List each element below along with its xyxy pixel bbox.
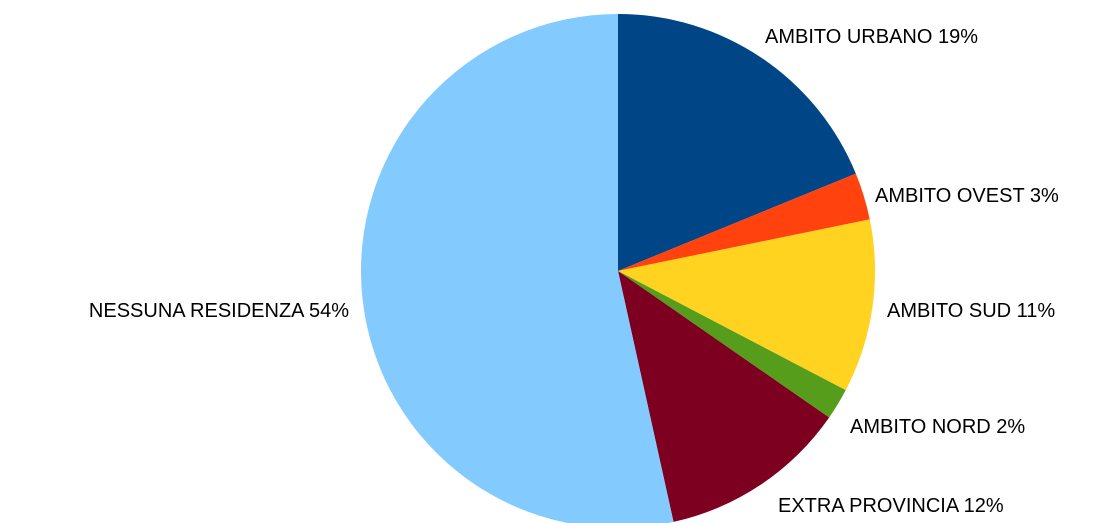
pie-slice-ambito-urbano (618, 14, 856, 271)
slice-label-ambito-ovest: AMBITO OVEST 3% (875, 185, 1059, 207)
pie-slice-ambito-ovest (618, 173, 870, 271)
pie-slice-nessuna-residenza (361, 14, 674, 523)
slice-label-extra-provincia: EXTRA PROVINCIA 12% (778, 495, 1004, 517)
slice-label-ambito-sud: AMBITO SUD 11% (887, 300, 1055, 322)
pie-slice-extra-provincia (618, 271, 830, 522)
pie-labels: AMBITO URBANO 19% AMBITO OVEST 3% AMBITO… (89, 26, 1059, 517)
slice-label-nessuna-residenza: NESSUNA RESIDENZA 54% (89, 300, 349, 322)
slice-label-ambito-nord: AMBITO NORD 2% (850, 416, 1025, 438)
pie-slice-ambito-sud (618, 219, 876, 391)
pie-slices (361, 14, 876, 523)
slice-label-ambito-urbano: AMBITO URBANO 19% (765, 26, 978, 48)
pie-slice-ambito-nord (618, 271, 846, 418)
